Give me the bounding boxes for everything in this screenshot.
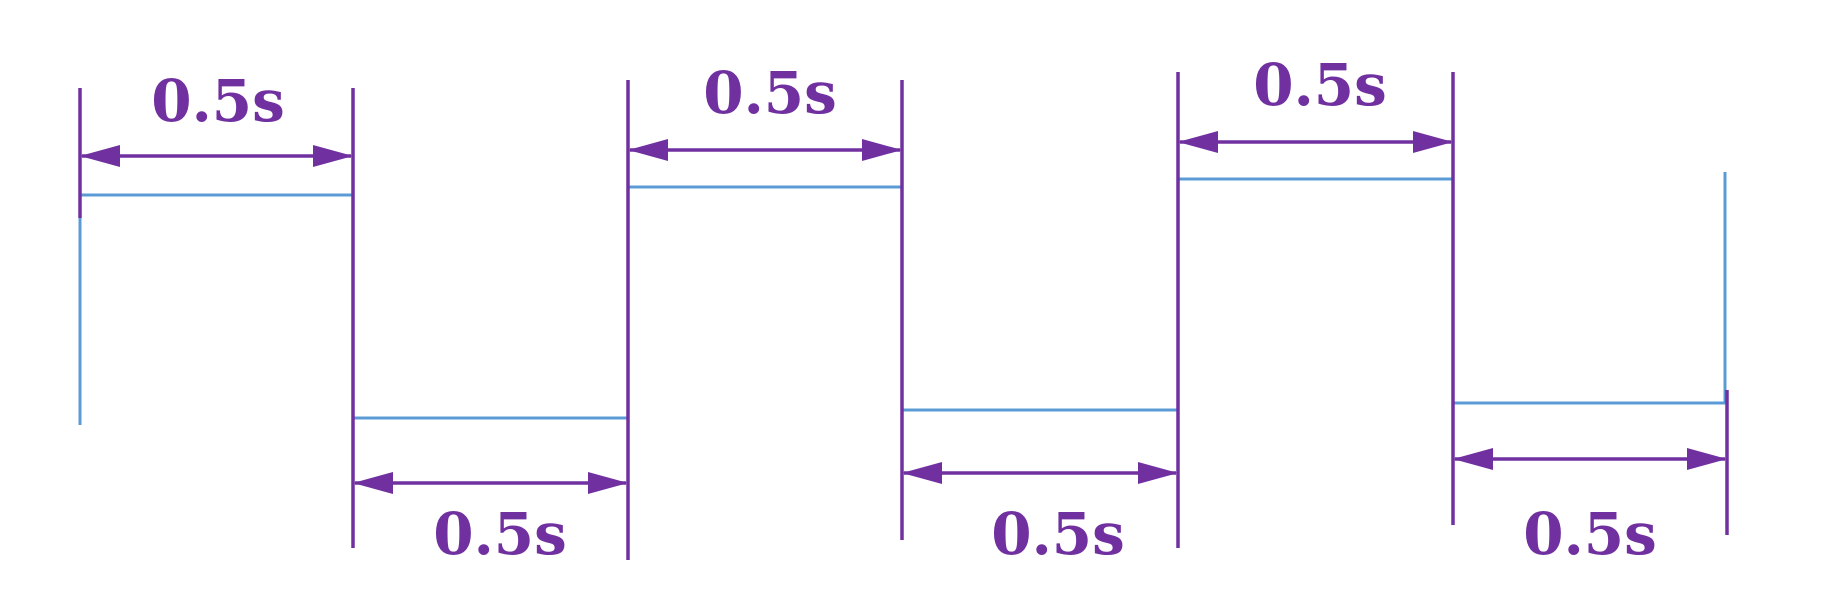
interval-label: 0.5s <box>433 500 567 568</box>
time-markers <box>78 72 1729 560</box>
interval-label: 0.5s <box>703 59 837 127</box>
interval-label: 0.5s <box>1253 51 1387 119</box>
interval-label: 0.5s <box>1523 500 1657 568</box>
interval-labels: 0.5s 0.5s 0.5s 0.5s 0.5s 0.5s <box>151 51 1657 568</box>
interval-label: 0.5s <box>151 67 285 135</box>
dimension-arrows <box>80 131 1727 494</box>
interval-label: 0.5s <box>991 500 1125 568</box>
